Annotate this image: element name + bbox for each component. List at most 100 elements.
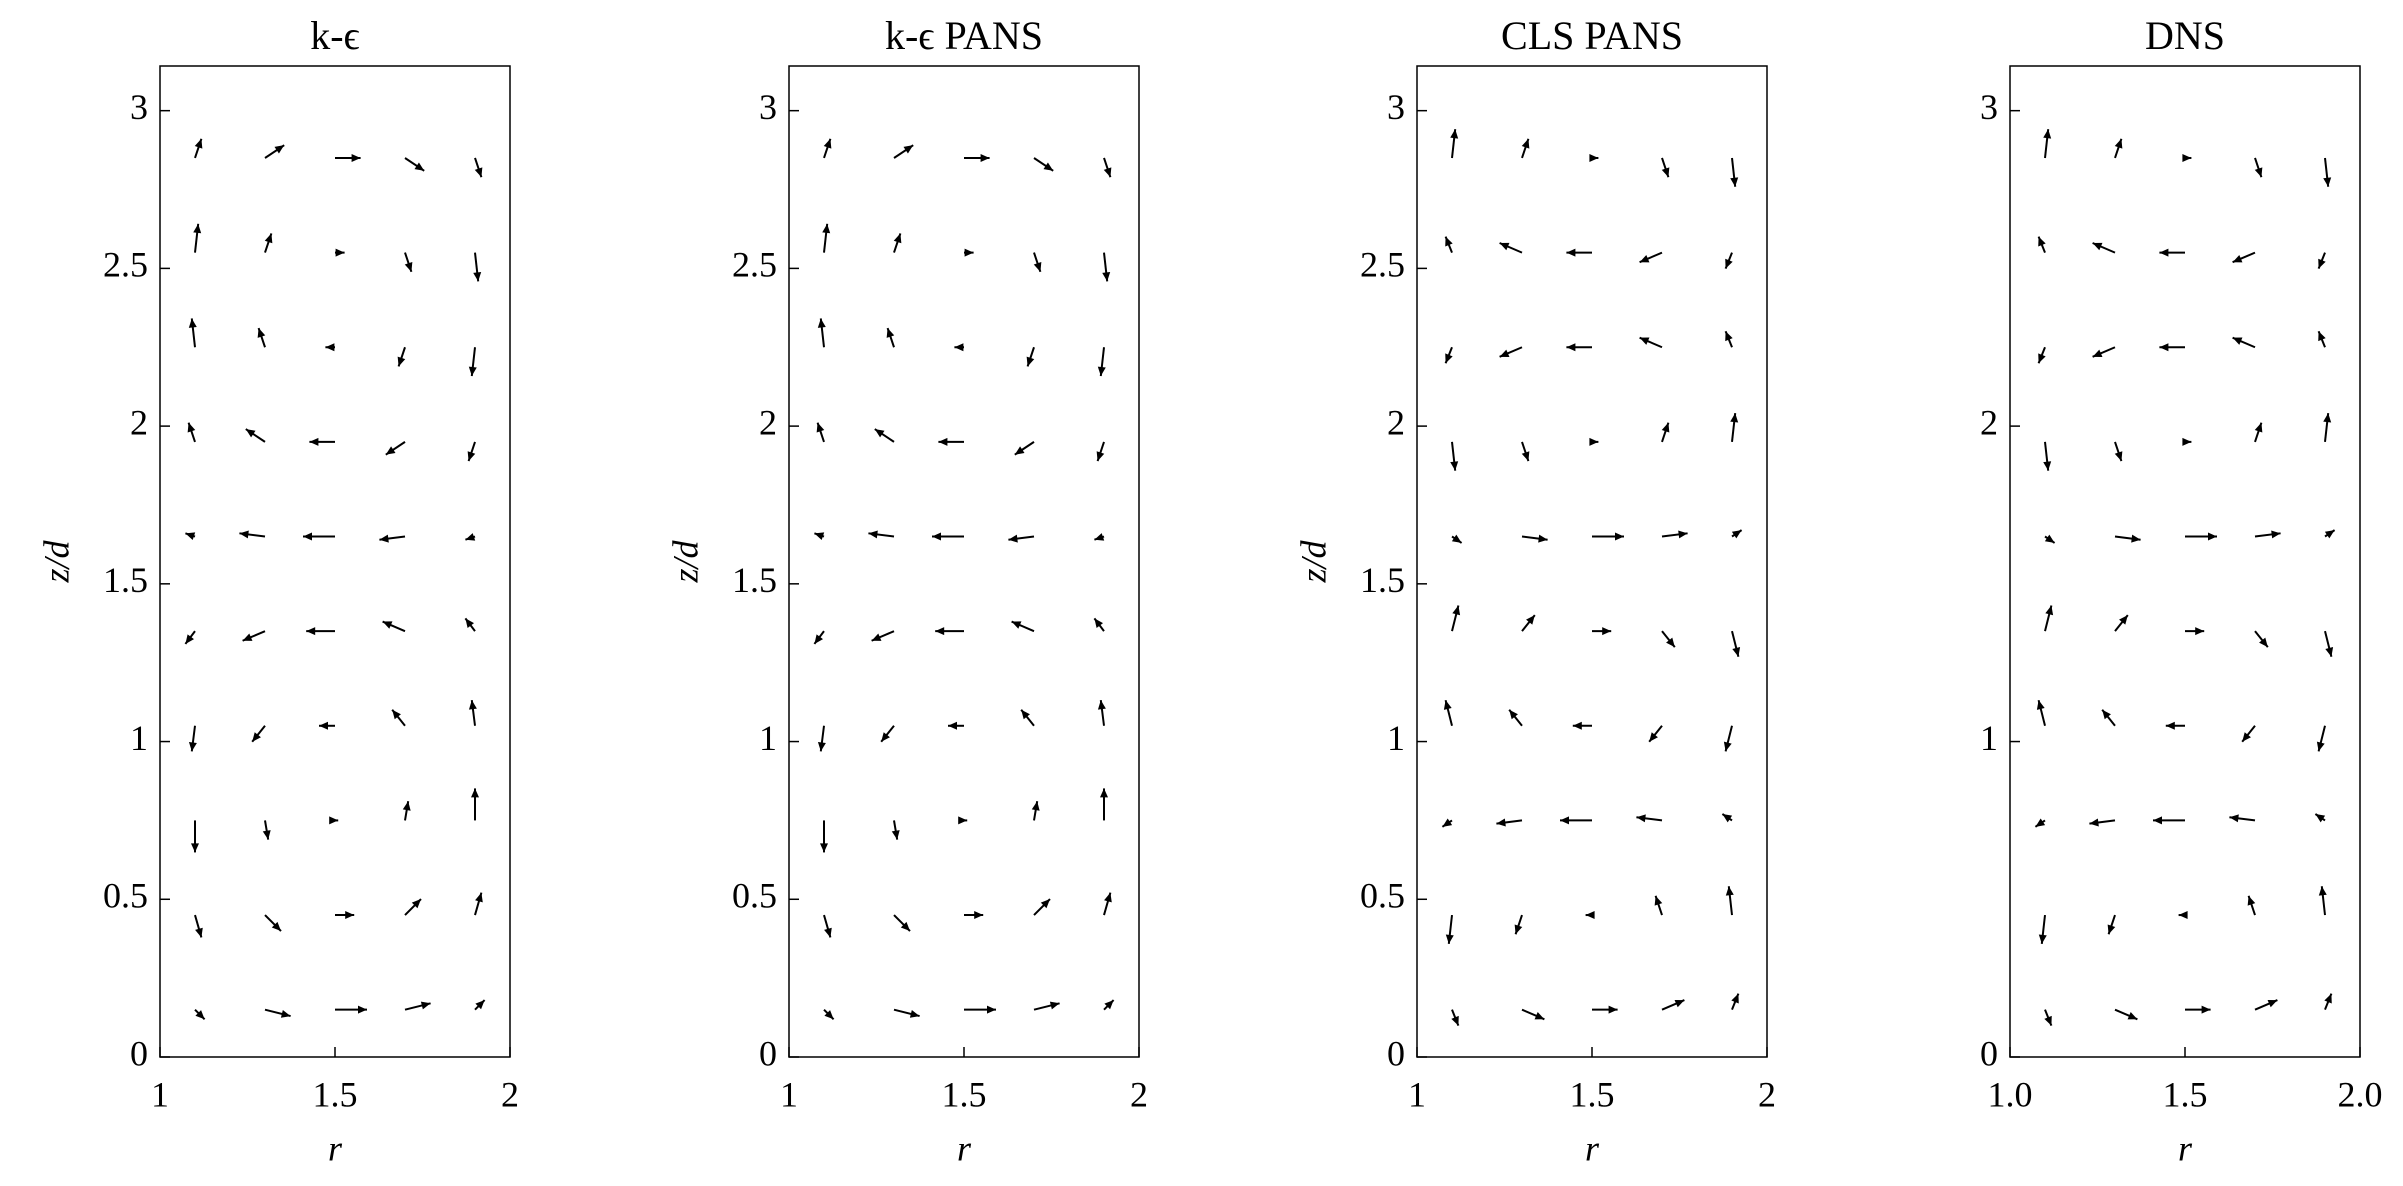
- arrow-head: [1097, 366, 1106, 377]
- velocity-arrow: [2043, 441, 2052, 471]
- arrow-head: [467, 451, 476, 462]
- velocity-arrow: [880, 725, 895, 743]
- arrow-head: [2107, 924, 2116, 935]
- arrow-head: [2323, 177, 2332, 187]
- arrow-head: [1725, 886, 1734, 896]
- arrow-head: [2318, 258, 2326, 269]
- arrow-head: [1636, 814, 1646, 823]
- velocity-arrow: [1094, 533, 1105, 541]
- y-tick-label: 3: [1387, 87, 1405, 127]
- arrow-head: [1608, 1005, 1618, 1014]
- velocity-arrow: [1661, 422, 1670, 443]
- arrow-head: [1499, 242, 1510, 251]
- arrow-head: [2259, 637, 2268, 648]
- velocity-arrow: [262, 820, 271, 840]
- velocity-arrow: [191, 820, 199, 853]
- arrow-head: [2318, 886, 2327, 896]
- arrow-head: [2232, 254, 2243, 263]
- plot-frame: [788, 65, 1140, 1058]
- velocity-arrow: [2323, 157, 2332, 187]
- arrow-head: [932, 532, 941, 541]
- velocity-arrow: [2107, 914, 2116, 935]
- velocity-arrow: [1445, 914, 1454, 944]
- arrow-head: [1589, 437, 1599, 446]
- arrow-head: [335, 248, 345, 257]
- arrow-head: [1094, 618, 1103, 628]
- velocity-arrow: [335, 153, 361, 162]
- arrow-head: [319, 721, 328, 730]
- arrow-head: [264, 233, 273, 244]
- arrow-head: [868, 530, 878, 539]
- y-tick-label: 3: [759, 87, 777, 127]
- velocity-arrow: [309, 437, 335, 446]
- velocity-arrow: [2114, 441, 2123, 462]
- arrow-head: [820, 843, 828, 853]
- velocity-arrow: [303, 532, 335, 541]
- velocity-arrow: [1026, 346, 1035, 367]
- velocity-arrow: [404, 252, 413, 273]
- arrow-head: [2229, 814, 2239, 823]
- arrow-head: [987, 1005, 996, 1014]
- arrow-head: [1026, 356, 1035, 367]
- y-axis-label: z/d: [665, 539, 705, 583]
- arrow-head: [1104, 1000, 1114, 1010]
- arrow-head: [1589, 153, 1599, 162]
- velocity-arrow: [1724, 330, 1733, 348]
- arrow-head: [871, 633, 882, 641]
- velocity-arrow: [2232, 251, 2256, 264]
- arrow-head: [193, 223, 202, 234]
- velocity-arrow: [1521, 441, 1530, 462]
- velocity-arrow: [935, 627, 964, 636]
- arrow-head: [1011, 621, 1022, 629]
- arrow-head: [1021, 709, 1030, 720]
- velocity-arrow: [932, 532, 964, 541]
- x-tick-label: 1.0: [1988, 1074, 2033, 1114]
- velocity-arrow: [1100, 788, 1108, 821]
- velocity-arrow: [1103, 999, 1115, 1011]
- velocity-arrow: [1499, 242, 1523, 254]
- arrow-head: [242, 633, 253, 641]
- velocity-arrow: [1661, 630, 1676, 648]
- velocity-arrow: [1730, 412, 1739, 442]
- velocity-arrow: [2232, 336, 2256, 349]
- arrow-head: [1043, 162, 1054, 171]
- arrow-head: [1014, 446, 1025, 455]
- arrow-head: [1730, 177, 1739, 187]
- arrow-head: [1731, 993, 1739, 1004]
- arrow-head: [474, 167, 483, 178]
- velocity-arrow: [239, 530, 266, 539]
- velocity-arrow: [1566, 343, 1592, 352]
- arrow-head: [822, 223, 831, 234]
- arrow-head: [2119, 615, 2128, 625]
- x-axis-label: r: [2178, 1128, 2193, 1168]
- arrow-head: [2038, 353, 2046, 364]
- velocity-arrow: [2034, 818, 2046, 828]
- x-tick-label: 1.5: [1570, 1074, 1615, 1114]
- arrow-head: [886, 328, 895, 338]
- velocity-arrow: [2324, 529, 2336, 539]
- velocity-arrow: [187, 422, 196, 443]
- arrow-head: [1566, 343, 1576, 352]
- arrow-head: [329, 816, 339, 825]
- arrow-head: [2182, 437, 2192, 446]
- velocity-arrow: [1444, 346, 1453, 364]
- arrow-head: [1450, 129, 1459, 139]
- velocity-arrow: [391, 709, 406, 727]
- velocity-arrow: [1096, 441, 1105, 462]
- velocity-arrow: [404, 898, 422, 916]
- arrow-head: [980, 153, 990, 162]
- arrow-head: [1103, 167, 1112, 178]
- velocity-arrow: [1451, 534, 1463, 544]
- velocity-arrow: [958, 816, 968, 825]
- velocity-arrow: [823, 914, 832, 938]
- arrow-head: [938, 437, 948, 446]
- velocity-arrow: [871, 630, 895, 642]
- arrow-head: [475, 892, 483, 903]
- arrow-head: [411, 899, 421, 909]
- arrow-head: [1040, 899, 1050, 909]
- arrow-head: [1725, 258, 1733, 269]
- arrow-head: [2092, 242, 2103, 251]
- arrow-head: [2316, 741, 2325, 752]
- velocity-arrow: [2254, 422, 2263, 443]
- arrow-head: [1731, 530, 1742, 539]
